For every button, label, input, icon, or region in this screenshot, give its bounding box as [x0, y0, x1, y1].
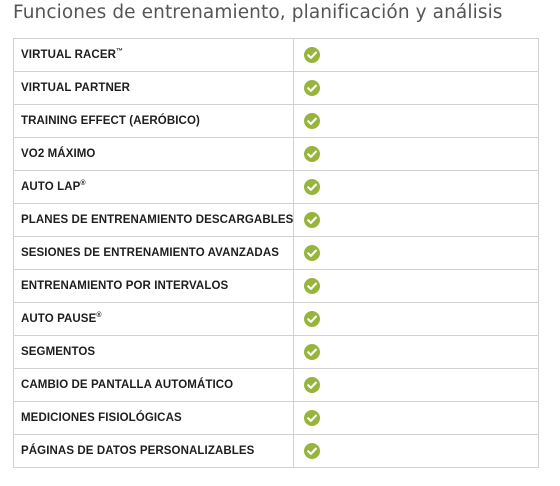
feature-name-cell: PÁGINAS DE DATOS PERSONALIZABLES	[12, 434, 295, 468]
check-circle-icon	[304, 443, 321, 459]
feature-check-cell	[293, 368, 539, 402]
feature-check-cell	[293, 170, 539, 204]
feature-row-6: PLANES DE ENTRENAMIENTO DESCARGABLES	[12, 203, 539, 237]
feature-row-5: AUTO LAP®	[12, 170, 539, 204]
trademark-mark: ®	[96, 312, 102, 320]
feature-label: ENTRENAMIENTO POR INTERVALOS	[21, 280, 229, 292]
feature-check-cell	[293, 401, 539, 435]
feature-label: PLANES DE ENTRENAMIENTO DESCARGABLES	[21, 214, 294, 226]
feature-row-2: VIRTUAL PARTNER	[12, 71, 539, 105]
feature-row-3: TRAINING EFFECT (AERÓBICO)	[12, 104, 539, 138]
features-table: VIRTUAL RACER™ VIRTUAL PARTNER TRAINING …	[12, 38, 539, 468]
check-circle-icon	[304, 344, 321, 360]
feature-name-cell: AUTO PAUSE®	[12, 302, 295, 336]
check-circle-icon	[304, 410, 321, 426]
check-circle-icon	[304, 47, 321, 63]
feature-row-8: ENTRENAMIENTO POR INTERVALOS	[12, 269, 539, 303]
check-circle-icon	[304, 245, 321, 261]
feature-name-cell: AUTO LAP®	[12, 170, 295, 204]
feature-name-cell: VIRTUAL PARTNER	[12, 71, 295, 105]
feature-label: SEGMENTOS	[21, 346, 96, 358]
feature-check-cell	[293, 104, 539, 138]
trademark-mark: ®	[80, 180, 86, 188]
feature-check-cell	[293, 137, 539, 171]
feature-row-11: CAMBIO DE PANTALLA AUTOMÁTICO	[12, 368, 539, 402]
feature-name-cell: TRAINING EFFECT (AERÓBICO)	[12, 104, 295, 138]
feature-label: VIRTUAL PARTNER	[21, 82, 131, 94]
check-circle-icon	[304, 278, 321, 294]
feature-name-cell: VO2 MÁXIMO	[12, 137, 295, 171]
feature-row-1: VIRTUAL RACER™	[12, 38, 539, 72]
feature-label: VO2 MÁXIMO	[21, 148, 96, 160]
check-circle-icon	[304, 212, 321, 228]
feature-check-cell	[293, 38, 539, 72]
feature-row-10: SEGMENTOS	[12, 335, 539, 369]
feature-name-cell: VIRTUAL RACER™	[12, 38, 295, 72]
feature-name-cell: ENTRENAMIENTO POR INTERVALOS	[12, 269, 295, 303]
feature-label: AUTO LAP	[21, 181, 81, 193]
feature-label: SESIONES DE ENTRENAMIENTO AVANZADAS	[21, 247, 280, 259]
feature-check-cell	[293, 203, 539, 237]
feature-name-cell: CAMBIO DE PANTALLA AUTOMÁTICO	[12, 368, 295, 402]
feature-check-cell	[293, 302, 539, 336]
feature-name-cell: PLANES DE ENTRENAMIENTO DESCARGABLES	[12, 203, 295, 237]
feature-name-cell: MEDICIONES FISIOLÓGICAS	[12, 401, 295, 435]
feature-label: MEDICIONES FISIOLÓGICAS	[21, 412, 182, 424]
features-table-body: VIRTUAL RACER™ VIRTUAL PARTNER TRAINING …	[12, 38, 539, 468]
feature-check-cell	[293, 335, 539, 369]
feature-check-cell	[293, 71, 539, 105]
feature-label: PÁGINAS DE DATOS PERSONALIZABLES	[21, 445, 255, 457]
feature-check-cell	[293, 236, 539, 270]
check-circle-icon	[304, 80, 321, 96]
check-circle-icon	[304, 113, 321, 129]
check-circle-icon	[304, 146, 321, 162]
feature-row-7: SESIONES DE ENTRENAMIENTO AVANZADAS	[12, 236, 539, 270]
feature-row-4: VO2 MÁXIMO	[12, 137, 539, 171]
trademark-mark: ™	[116, 48, 124, 56]
page-title: Funciones de entrenamiento, planificació…	[13, 2, 503, 23]
feature-label: VIRTUAL RACER	[21, 49, 117, 61]
check-circle-icon	[304, 311, 321, 327]
feature-name-cell: SESIONES DE ENTRENAMIENTO AVANZADAS	[12, 236, 295, 270]
feature-row-13: PÁGINAS DE DATOS PERSONALIZABLES	[12, 434, 539, 468]
check-circle-icon	[304, 377, 321, 393]
feature-name-cell: SEGMENTOS	[12, 335, 295, 369]
feature-label: AUTO PAUSE	[21, 313, 97, 325]
feature-label: TRAINING EFFECT (AERÓBICO)	[21, 115, 200, 127]
check-circle-icon	[304, 179, 321, 195]
feature-label: CAMBIO DE PANTALLA AUTOMÁTICO	[21, 379, 234, 391]
feature-row-12: MEDICIONES FISIOLÓGICAS	[12, 401, 539, 435]
feature-check-cell	[293, 269, 539, 303]
feature-row-9: AUTO PAUSE®	[12, 302, 539, 336]
feature-check-cell	[293, 434, 539, 468]
